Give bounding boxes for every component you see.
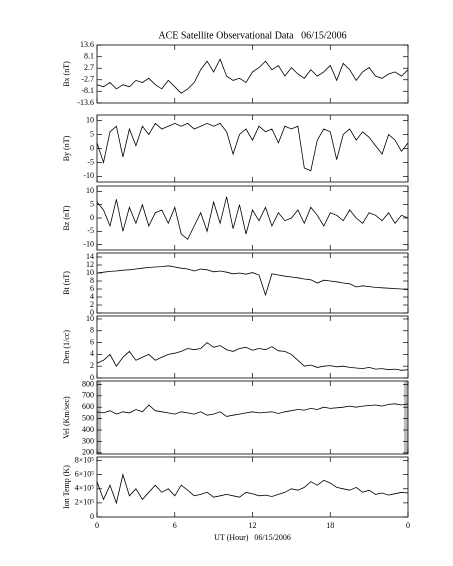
y-axis-label: Den (1/cc) [62, 330, 71, 364]
y-tick-label: -10 [83, 171, 94, 180]
y-tick-label: 500 [82, 413, 94, 422]
y-tick-label: -2.7 [81, 75, 94, 84]
y-tick-label: -8.1 [81, 86, 94, 95]
data-line [96, 196, 409, 240]
y-tick-label: 600 [82, 402, 94, 411]
y-tick-label: 700 [82, 391, 94, 400]
y-tick-label: 5 [90, 129, 94, 138]
data-line [96, 122, 409, 172]
panel-frame [96, 456, 409, 518]
y-tick-label: 6×10⁵ [75, 469, 95, 478]
y-tick-label: 6 [90, 337, 94, 346]
y-tick-label: 13.6 [80, 40, 94, 49]
y-tick-label: 4 [90, 349, 94, 358]
y-tick-label: -13.6 [77, 98, 94, 107]
data-line [96, 342, 409, 371]
y-axis-label: By (nT) [62, 135, 71, 161]
x-tick-label: 0 [95, 521, 99, 530]
y-tick-label: 4 [90, 292, 94, 301]
y-tick-label: 800 [82, 379, 94, 388]
y-tick-label: -5 [87, 226, 94, 235]
y-tick-label: 8.1 [84, 52, 94, 61]
y-tick-label: 2×10⁵ [75, 498, 95, 507]
y-tick-label: 300 [82, 436, 94, 445]
y-axis-label: Bz (nT) [62, 205, 71, 230]
y-tick-label: 10 [86, 268, 94, 277]
missing-band [97, 381, 101, 454]
panel-frame [96, 114, 409, 183]
y-tick-label: 8 [90, 276, 94, 285]
y-axis-label: Ion Temp (K) [62, 465, 71, 509]
y-tick-label: 0 [90, 213, 94, 222]
y-tick-label: 2 [90, 300, 94, 309]
data-line [96, 403, 409, 417]
x-tick-label: 12 [249, 521, 257, 530]
y-tick-label: -10 [83, 239, 94, 248]
y-axis-label: Bt (nT) [62, 271, 71, 295]
y-tick-label: -5 [87, 157, 94, 166]
y-tick-label: 8×10⁵ [75, 455, 95, 464]
y-tick-label: 12 [86, 260, 94, 269]
y-tick-label: 14 [86, 252, 94, 261]
x-axis-label: UT (Hour) 06/15/2006 [214, 533, 291, 542]
y-tick-label: 400 [82, 425, 94, 434]
y-tick-label: 0 [90, 308, 94, 317]
y-tick-label: 10 [86, 186, 94, 195]
x-tick-label: 18 [326, 521, 334, 530]
y-tick-label: 8 [90, 326, 94, 335]
y-axis-label: Bx (nT) [62, 61, 71, 87]
y-tick-label: 2.7 [84, 63, 94, 72]
y-tick-label: 200 [82, 448, 94, 457]
data-line [96, 265, 409, 297]
panel-frame [96, 252, 409, 314]
y-tick-label: 6 [90, 284, 94, 293]
y-tick-label: 0 [90, 512, 94, 521]
panel-frame [96, 185, 409, 251]
y-tick-label: 4×10⁵ [75, 484, 95, 493]
x-tick-label: 0 [406, 521, 410, 530]
missing-band [404, 381, 408, 454]
x-tick-label: 6 [173, 521, 177, 530]
y-axis-label: Vel (Km/sec) [62, 396, 71, 439]
y-tick-label: 10 [86, 314, 94, 323]
y-tick-label: 0 [90, 373, 94, 382]
y-tick-label: 0 [90, 143, 94, 152]
chart-title: ACE Satellite Observational Data 06/15/2… [158, 30, 346, 41]
y-tick-label: 2 [90, 361, 94, 370]
data-line [96, 473, 409, 505]
y-tick-label: 5 [90, 199, 94, 208]
panel-frame [96, 380, 409, 455]
y-tick-label: 10 [86, 115, 94, 124]
data-line [96, 58, 409, 94]
